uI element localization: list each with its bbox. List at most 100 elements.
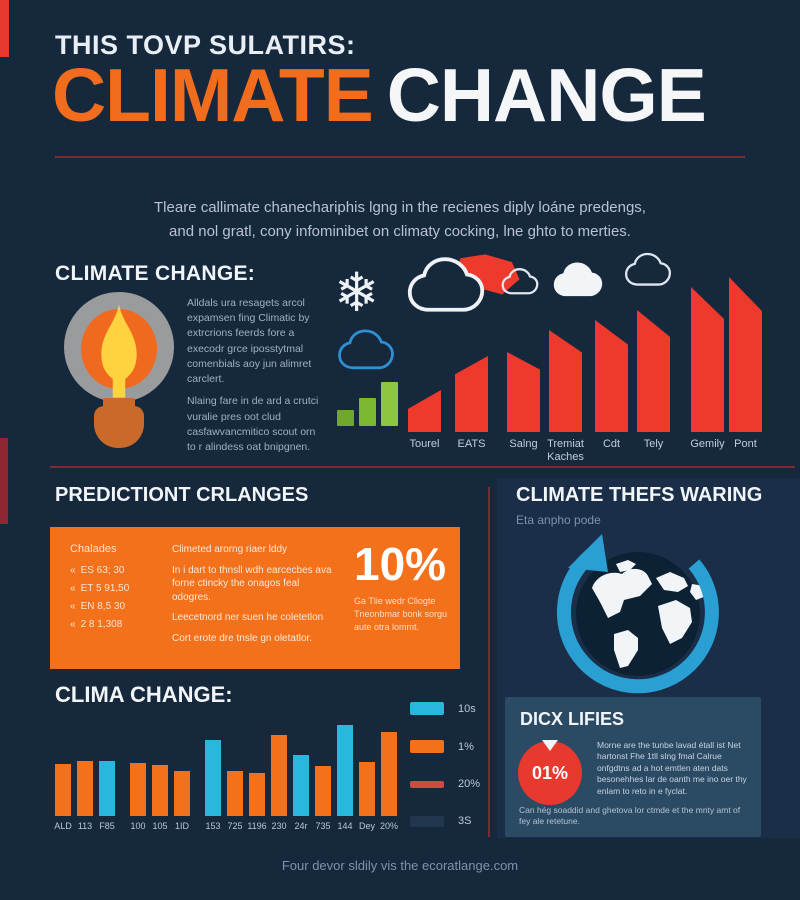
predictions-text-item: Climeted arorng riaer lddy — [172, 544, 288, 555]
predictions-col-text: Climeted arorng riaer lddy In i dart to t… — [172, 543, 340, 653]
legend-swatch — [410, 740, 444, 753]
trend-bar-label: Salng — [509, 438, 538, 450]
bullet-icon: « — [70, 583, 76, 594]
stat-value: 10% — [354, 538, 447, 590]
clima-bar-label: 24r — [294, 821, 308, 831]
badge-value: 01% — [531, 762, 569, 783]
clima-bar — [271, 735, 287, 816]
figure-item: «2 8 1,308 — [70, 619, 123, 630]
bullet-icon: « — [70, 601, 76, 612]
clima-bar — [381, 732, 397, 816]
bulb-base-pot — [94, 406, 144, 448]
section-divider — [50, 466, 795, 468]
trend-bar — [549, 330, 582, 432]
intro-paragraph: Tleare callimate chanechariphis lgng in … — [80, 196, 720, 244]
overview-paragraph-2: Nlaing fare in de ard a crutci vuralie p… — [187, 395, 319, 453]
predictions-col-stat: 10% Ga Tlie wedr Cliogte Tneonbmar bonk … — [354, 538, 466, 653]
clima-bar — [130, 763, 146, 816]
predictions-stat-box: Chalades «ES 63; 30 «ET 5 91,50 «EN 8,5 30… — [50, 527, 460, 669]
clima-bar-column: 113 — [77, 724, 93, 831]
clima-bar-column: 735 — [315, 724, 331, 831]
trend-bar-label: Tremiat Kaches — [547, 438, 584, 463]
filled-cloud-icon — [553, 262, 603, 297]
clima-bar — [99, 761, 115, 816]
legend-row: 20% — [410, 778, 480, 790]
clima-bar-label: ALD — [54, 821, 72, 831]
clima-bar-label: 100 — [130, 821, 146, 831]
clima-bar-column: 1ID — [174, 724, 190, 831]
clima-bar — [227, 771, 243, 816]
globe-cycle-icon — [556, 534, 719, 694]
legend-row: 3S — [410, 815, 480, 827]
trend-bar — [729, 277, 762, 432]
trend-bar-chart: Tourel EATS Salng Tremiat Kaches Cdt Tely Gemi… — [408, 272, 762, 463]
trend-bar-column: EATS — [455, 272, 488, 450]
figures-header: Chalades — [70, 543, 117, 555]
clima-bar — [315, 766, 331, 816]
growth-bar — [337, 410, 354, 426]
bullet-icon: « — [70, 619, 76, 630]
trend-bar — [455, 356, 488, 432]
trend-bar-column: Salng — [507, 272, 540, 450]
clima-bar-label: 144 — [337, 821, 353, 831]
title-accent-word: CLIMATE — [52, 53, 374, 137]
clima-bar — [174, 771, 190, 816]
clima-bar — [359, 762, 375, 816]
clima-bar-label: Dey — [358, 821, 375, 831]
legend-swatch — [410, 780, 444, 788]
trend-bar-label: EATS — [457, 438, 486, 450]
stat-caption: Ga Tlie wedr Cliogte Tneonbmar bonk sorg… — [354, 596, 448, 633]
clima-bar-label: 725 — [227, 821, 243, 831]
clima-bar-label: 105 — [152, 821, 168, 831]
trend-bar-label: Tourel — [409, 438, 440, 450]
growth-bar — [381, 382, 398, 426]
predictions-heading: PREDICTIONT CRLANGES — [55, 484, 309, 506]
clima-bar-label: 735 — [315, 821, 331, 831]
badge-notch-icon — [542, 740, 558, 751]
legend-swatch — [410, 702, 444, 715]
cloud-outline-icon-2 — [624, 252, 672, 286]
page-title: CLIMATE CHANGE — [52, 58, 707, 133]
column-divider — [488, 487, 490, 837]
figure-item: «EN 8,5 30 — [70, 601, 126, 612]
clima-bar — [293, 755, 309, 816]
legend-label: 20% — [458, 778, 481, 790]
kicker-text: THIS TOVP SULATIRS: — [55, 30, 356, 60]
trend-bar — [637, 310, 670, 432]
clima-bar-column: 144 — [337, 724, 353, 831]
intro-line-1: Tleare callimate chanechariphis lgng in … — [154, 199, 646, 216]
overview-body: Alldals ura resagets arcol expamsen fing… — [187, 296, 321, 462]
clima-bar-chart: ALD 113 F85 100 105 1ID 153 725 1196 230 24r 735 144… — [54, 724, 405, 831]
figures-list: «ES 63; 30 «ET 5 91,50 «EN 8,5 30 «2 8 1,30… — [70, 565, 158, 630]
trend-bar-label: Tely — [643, 438, 664, 450]
edge-accent-stripe-middle — [0, 438, 8, 524]
trend-bar-column: Tely — [637, 272, 670, 450]
clima-bar-label: 1196 — [247, 821, 267, 831]
clima-bar — [205, 740, 221, 816]
cloud-and-map-region-icon — [407, 254, 520, 312]
clima-heading: CLIMA CHANGE: — [55, 682, 233, 707]
clima-bar-column: 725 — [227, 724, 243, 831]
clima-bar-column: Dey — [359, 724, 375, 831]
clima-legend: 10s 1% 20% 3S — [410, 702, 480, 852]
growth-bars-icon — [337, 378, 403, 426]
trend-bar-column: Pont — [729, 272, 762, 450]
clima-bar — [249, 773, 265, 816]
legend-label: 1% — [458, 740, 474, 753]
dicx-heading: DICX LIFIES — [520, 709, 625, 729]
clima-bar-column: 105 — [152, 724, 168, 831]
rain-cloud-icon — [338, 329, 394, 370]
cloud-outline-icon — [407, 257, 485, 312]
clima-bar-column: ALD — [54, 724, 72, 831]
trend-bar-label: Pont — [734, 438, 757, 450]
clima-bar-label: 20% — [379, 821, 398, 831]
title-divider — [55, 156, 745, 158]
trend-bar-label: Gemily — [690, 438, 725, 450]
clima-bar-column: 230 — [271, 724, 287, 831]
overview-heading: CLIMATE CHANGE: — [55, 262, 256, 285]
predictions-text-item: In i dart to thnsll wdh earcecbes ava fo… — [172, 564, 332, 603]
trend-bar-column: Gemily — [690, 272, 725, 450]
clima-bar — [77, 761, 93, 816]
trend-bar — [507, 352, 540, 432]
